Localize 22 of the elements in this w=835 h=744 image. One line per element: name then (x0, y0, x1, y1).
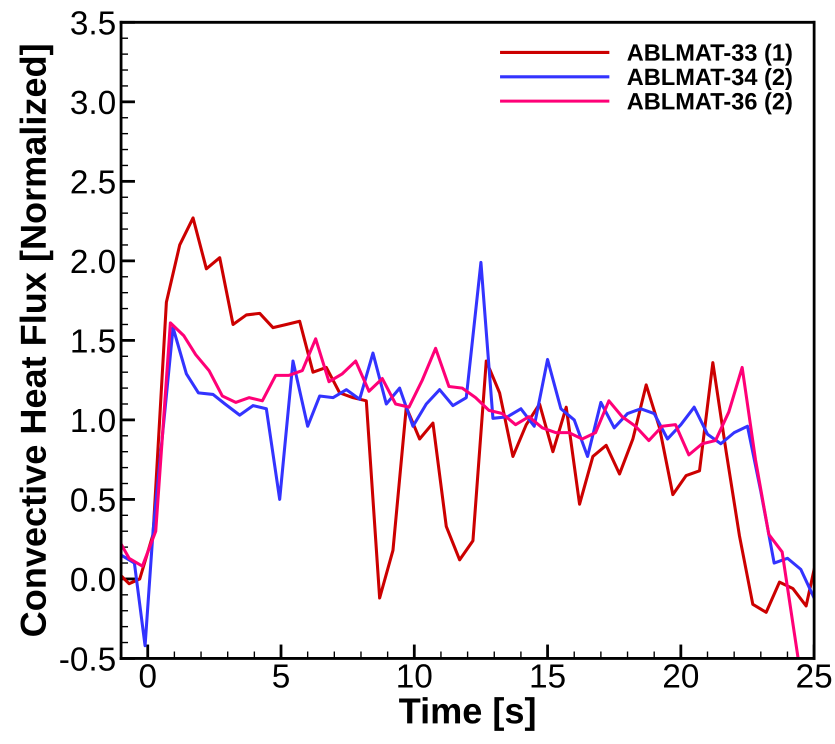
line-series (121, 321, 800, 658)
y-tick-label: 1.0 (72, 408, 115, 432)
legend-label: ABLMAT-34 (2) (627, 68, 792, 90)
x-tick-label: 15 (532, 664, 565, 688)
line-series (121, 216, 814, 614)
y-tick-label: 0.0 (71, 568, 115, 592)
y-axis-title: Convective Heat Flux [Normalized] (20, 45, 54, 636)
x-tick-label: 25 (797, 664, 832, 688)
y-tick-label: 0.5 (71, 488, 115, 512)
legend-label: ABLMAT-33 (1) (627, 44, 792, 66)
y-tick-label: 2.0 (72, 250, 115, 274)
y-tick-label: 3.0 (71, 90, 115, 114)
x-tick-label: 5 (273, 664, 289, 688)
y-tick-label: 3.5 (71, 11, 115, 35)
x-tick-label: 0 (140, 664, 156, 688)
y-tick-label: 1.5 (72, 330, 115, 353)
x-tick-label: 10 (398, 664, 432, 688)
legend-label: ABLMAT-36 (2) (627, 92, 792, 114)
x-tick-label: 20 (664, 664, 698, 688)
y-tick-label: -0.5 (60, 647, 115, 671)
x-axis-title: Time [s] (399, 697, 534, 731)
y-tick-label: 2.5 (72, 170, 115, 194)
